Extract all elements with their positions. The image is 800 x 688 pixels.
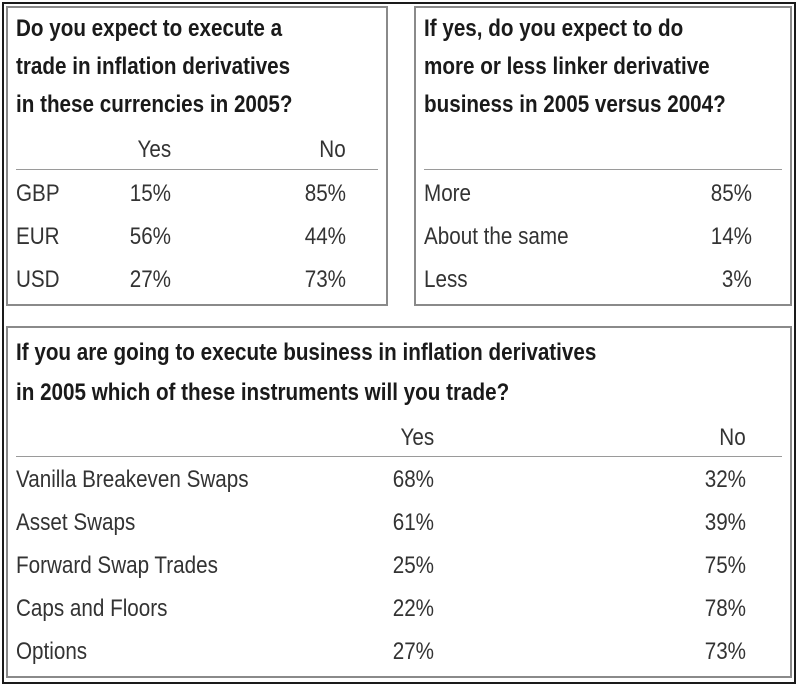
row-label: USD <box>16 266 60 293</box>
row-no-value: 85% <box>304 180 346 207</box>
row-label: More <box>424 180 472 207</box>
row-value: 14% <box>710 223 752 250</box>
row-no-value: 44% <box>304 223 346 250</box>
row-yes-value: 15% <box>129 180 171 207</box>
row-label: GBP <box>16 180 60 207</box>
instruments-panel: If you are going to execute business in … <box>6 326 792 678</box>
row-yes-value: 56% <box>129 223 171 250</box>
row-yes-value: 27% <box>129 266 171 293</box>
row-label: Caps and Floors <box>16 595 168 622</box>
row-value: 85% <box>710 180 752 207</box>
row-no-value: 75% <box>704 552 746 579</box>
header-divider <box>424 169 782 170</box>
row-yes-value: 25% <box>392 552 434 579</box>
panel-title-line: in these currencies in 2005? <box>16 91 293 118</box>
column-header-yes: Yes <box>137 136 171 163</box>
row-no-value: 73% <box>704 638 746 665</box>
panel-title-line: business in 2005 versus 2004? <box>424 91 726 118</box>
row-label: Vanilla Breakeven Swaps <box>16 466 249 493</box>
row-yes-value: 61% <box>392 509 434 536</box>
row-label: Asset Swaps <box>16 509 136 536</box>
row-label: Forward Swap Trades <box>16 552 218 579</box>
row-no-value: 73% <box>304 266 346 293</box>
row-yes-value: 27% <box>392 638 434 665</box>
row-no-value: 39% <box>704 509 746 536</box>
panel-title-line: If yes, do you expect to do <box>424 15 684 42</box>
row-yes-value: 68% <box>392 466 434 493</box>
row-no-value: 32% <box>704 466 746 493</box>
header-divider <box>16 169 378 170</box>
row-no-value: 78% <box>704 595 746 622</box>
panel-title-line: If you are going to execute business in … <box>16 339 597 366</box>
column-header-no: No <box>319 136 346 163</box>
row-label: Less <box>424 266 468 293</box>
panel-title-line: Do you expect to execute a <box>16 15 283 42</box>
column-header-no: No <box>719 424 746 451</box>
panel-title-line: trade in inflation derivatives <box>16 53 291 80</box>
row-label: Options <box>16 638 88 665</box>
panel-title-line: more or less linker derivative <box>424 53 710 80</box>
column-header-yes: Yes <box>400 424 434 451</box>
panel-title-line: in 2005 which of these instruments will … <box>16 379 510 406</box>
linker-business-panel: If yes, do you expect to do more or less… <box>414 6 792 306</box>
row-label: EUR <box>16 223 60 250</box>
row-yes-value: 22% <box>392 595 434 622</box>
row-value: 3% <box>722 266 752 293</box>
currency-trade-panel: Do you expect to execute a trade in infl… <box>6 6 388 306</box>
header-divider <box>16 456 782 457</box>
row-label: About the same <box>424 223 569 250</box>
